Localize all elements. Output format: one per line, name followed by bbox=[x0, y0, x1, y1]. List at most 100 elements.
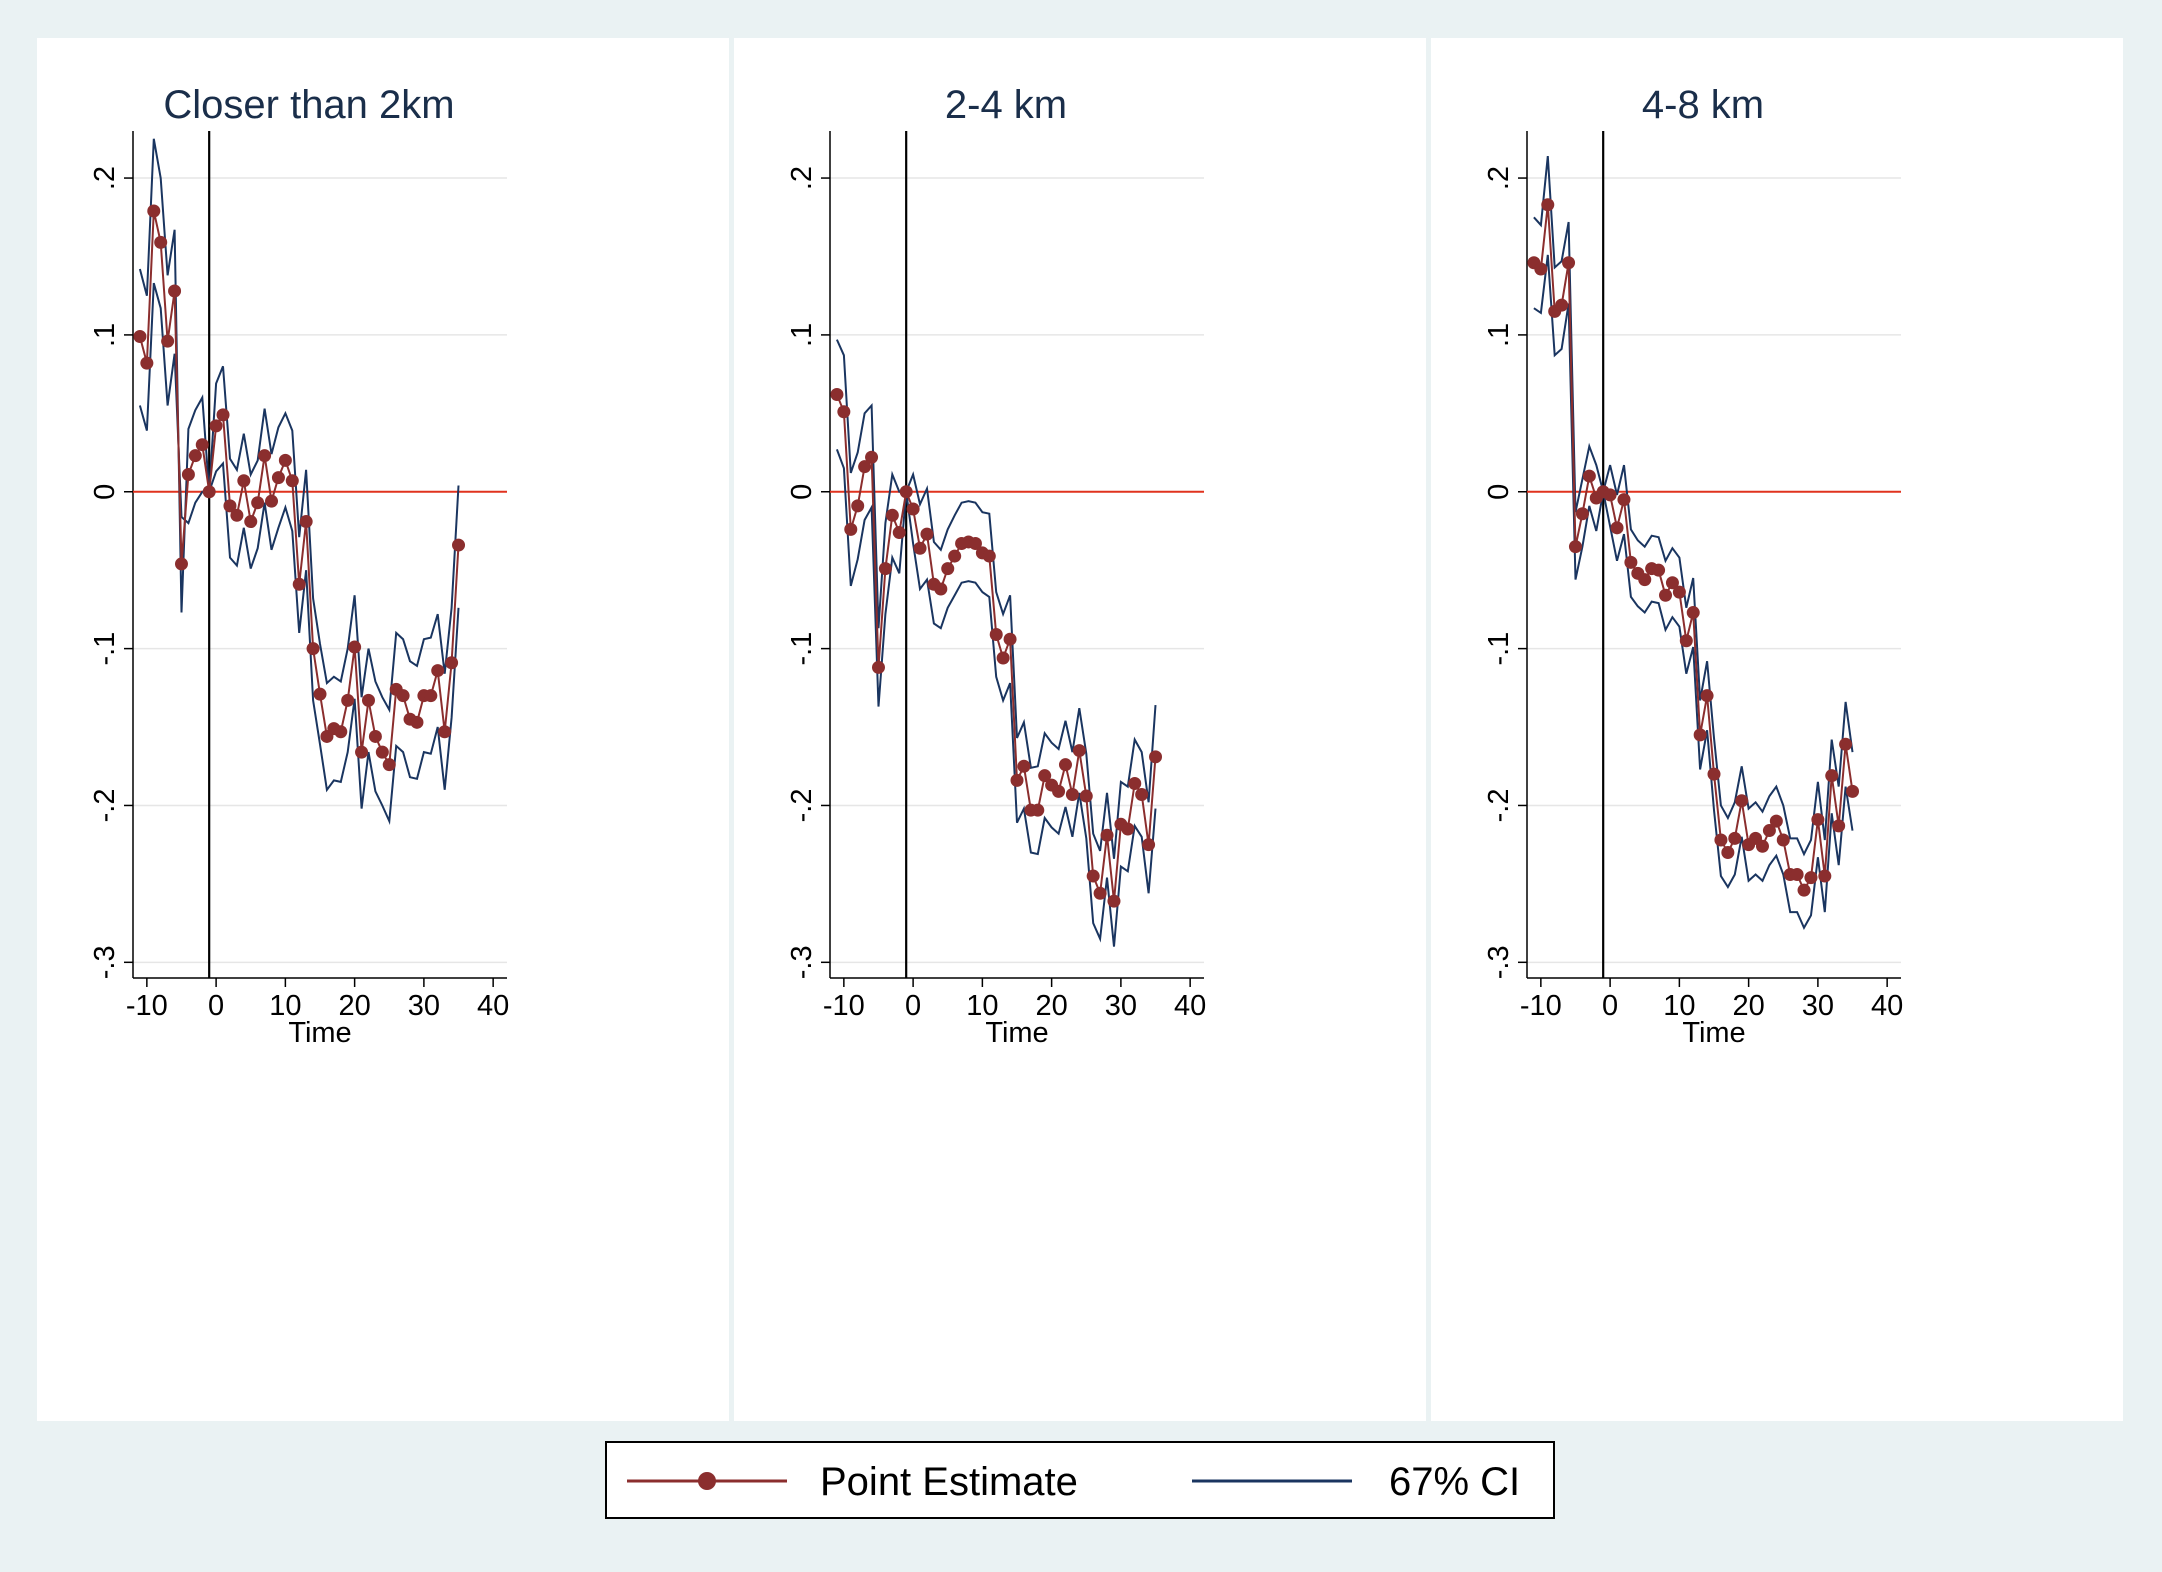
point-estimate-marker bbox=[948, 549, 962, 563]
point-estimate-marker bbox=[299, 515, 313, 529]
point-estimate-marker bbox=[1541, 198, 1555, 212]
point-estimate-marker bbox=[1149, 750, 1163, 764]
y-tick-label: .1 bbox=[89, 323, 121, 347]
point-estimate-marker bbox=[1846, 784, 1860, 798]
point-estimate-marker bbox=[431, 664, 445, 678]
point-estimate-marker bbox=[878, 562, 892, 576]
y-tick-label: -.3 bbox=[786, 945, 818, 979]
point-estimate-marker bbox=[1700, 689, 1714, 703]
ci-upper-line bbox=[835, 339, 1157, 859]
y-tick-label: .2 bbox=[1483, 166, 1515, 190]
y-tick-label: .2 bbox=[786, 166, 818, 190]
point-estimate-marker bbox=[1010, 773, 1024, 787]
x-tick-label: 40 bbox=[477, 990, 509, 1022]
y-tick-label: -.3 bbox=[1483, 945, 1515, 979]
point-estimate-marker bbox=[830, 388, 844, 402]
point-estimate-marker bbox=[1100, 828, 1114, 842]
point-estimate-marker bbox=[1610, 521, 1624, 535]
point-estimate-marker bbox=[147, 204, 161, 218]
point-estimate-marker bbox=[892, 526, 906, 540]
point-estimate-marker bbox=[1825, 769, 1839, 783]
point-estimate-marker bbox=[361, 693, 375, 707]
ci-lower-line bbox=[138, 282, 460, 825]
point-estimate-marker bbox=[410, 715, 424, 729]
point-estimate-marker bbox=[1728, 831, 1742, 845]
point-estimate-marker bbox=[292, 577, 306, 591]
point-estimate-marker bbox=[1065, 787, 1079, 801]
point-estimate-marker bbox=[195, 438, 209, 452]
point-estimate-marker bbox=[1624, 555, 1638, 569]
legend-point-estimate-label: Point Estimate bbox=[820, 1460, 1078, 1504]
point-estimate-marker bbox=[1652, 563, 1666, 577]
x-tick-label: 30 bbox=[408, 990, 440, 1022]
y-tick-label: -.2 bbox=[89, 789, 121, 823]
point-estimate-marker bbox=[968, 537, 982, 551]
point-estimate-marker bbox=[1575, 507, 1589, 521]
point-estimate-marker bbox=[837, 405, 851, 419]
point-estimate-marker bbox=[1832, 819, 1846, 833]
point-estimate-marker bbox=[1818, 869, 1832, 883]
point-estimate-marker bbox=[188, 449, 202, 463]
point-estimate-marker bbox=[1811, 813, 1825, 827]
point-estimate-marker bbox=[1776, 833, 1790, 847]
point-estimate-marker bbox=[1790, 867, 1804, 881]
point-estimate-marker bbox=[271, 471, 285, 485]
point-estimate-marker bbox=[989, 627, 1003, 641]
point-estimate-marker bbox=[1079, 789, 1093, 803]
point-estimate-marker bbox=[1714, 833, 1728, 847]
point-estimate-marker bbox=[424, 689, 438, 703]
x-tick-label: 0 bbox=[1602, 990, 1618, 1022]
legend-ci-label: 67% CI bbox=[1389, 1460, 1520, 1504]
point-estimate-marker bbox=[237, 474, 251, 488]
point-estimate-marker bbox=[1017, 759, 1031, 773]
point-estimate-marker bbox=[1038, 769, 1052, 783]
point-estimate-marker bbox=[265, 494, 279, 508]
ci-upper-line bbox=[1533, 156, 1854, 857]
point-estimate-marker bbox=[452, 538, 466, 552]
x-tick-label: 0 bbox=[905, 990, 921, 1022]
point-estimate-marker bbox=[1665, 576, 1679, 590]
point-estimate-marker bbox=[906, 502, 920, 516]
legend-svg: Point Estimate 67% CI bbox=[627, 1460, 1520, 1504]
point-estimate-marker bbox=[313, 687, 327, 701]
panel-closer-than-2km: Closer than 2km .2 .1 0 -.1 -.2 -.3 -10 0 10 20 30 4… bbox=[37, 38, 729, 1421]
point-estimate-marker bbox=[1128, 777, 1142, 791]
point-estimate-marker bbox=[1686, 606, 1700, 620]
point-estimate-marker bbox=[1086, 869, 1100, 883]
point-estimate-marker bbox=[1707, 767, 1721, 781]
point-estimate-marker bbox=[1735, 794, 1749, 808]
x-tick-label: 20 bbox=[338, 990, 370, 1022]
point-estimate-marker bbox=[1135, 787, 1149, 801]
point-estimate-marker bbox=[996, 651, 1010, 665]
x-axis-title: Time bbox=[288, 1017, 351, 1049]
point-estimate-marker bbox=[844, 522, 858, 536]
y-tick-label: 0 bbox=[786, 484, 818, 500]
x-axis-title: Time bbox=[985, 1017, 1048, 1049]
point-estimate-marker bbox=[1693, 728, 1707, 742]
x-axis-title: Time bbox=[1682, 1017, 1745, 1049]
point-estimate-marker bbox=[285, 474, 299, 488]
point-estimate-marker bbox=[1142, 838, 1156, 852]
chart-title: 2-4 km bbox=[945, 83, 1067, 127]
point-estimate-line bbox=[835, 394, 1157, 902]
point-estimate-marker bbox=[306, 642, 320, 656]
point-estimate-line bbox=[138, 210, 460, 769]
point-estimate-marker bbox=[1534, 262, 1548, 276]
point-estimate-marker bbox=[1031, 803, 1045, 817]
point-estimate-marker bbox=[154, 235, 168, 249]
point-estimate-marker bbox=[1555, 298, 1569, 312]
panel-2-4-km: 2-4 km .2 .1 0 -.1 -.2 -.3 -10 0 10 20 30 40 Time bbox=[734, 38, 1426, 1421]
x-tick-label: 10 bbox=[966, 990, 998, 1022]
chart-closer-than-2km: Closer than 2km .2 .1 0 -.1 -.2 -.3-10 0 10 20 30 4… bbox=[89, 83, 509, 1049]
point-estimate-marker bbox=[1093, 886, 1107, 900]
point-estimate-marker bbox=[202, 485, 216, 499]
point-estimate-marker bbox=[244, 515, 258, 529]
point-estimate-marker bbox=[1562, 256, 1576, 270]
chart-title: Closer than 2km bbox=[163, 83, 454, 127]
point-estimate-marker bbox=[174, 557, 188, 571]
x-tick-label: 0 bbox=[208, 990, 224, 1022]
point-estimate-marker bbox=[934, 582, 948, 596]
point-estimate-marker bbox=[899, 485, 913, 499]
x-tick-label: 40 bbox=[1871, 990, 1903, 1022]
x-tick-label: 40 bbox=[1174, 990, 1206, 1022]
